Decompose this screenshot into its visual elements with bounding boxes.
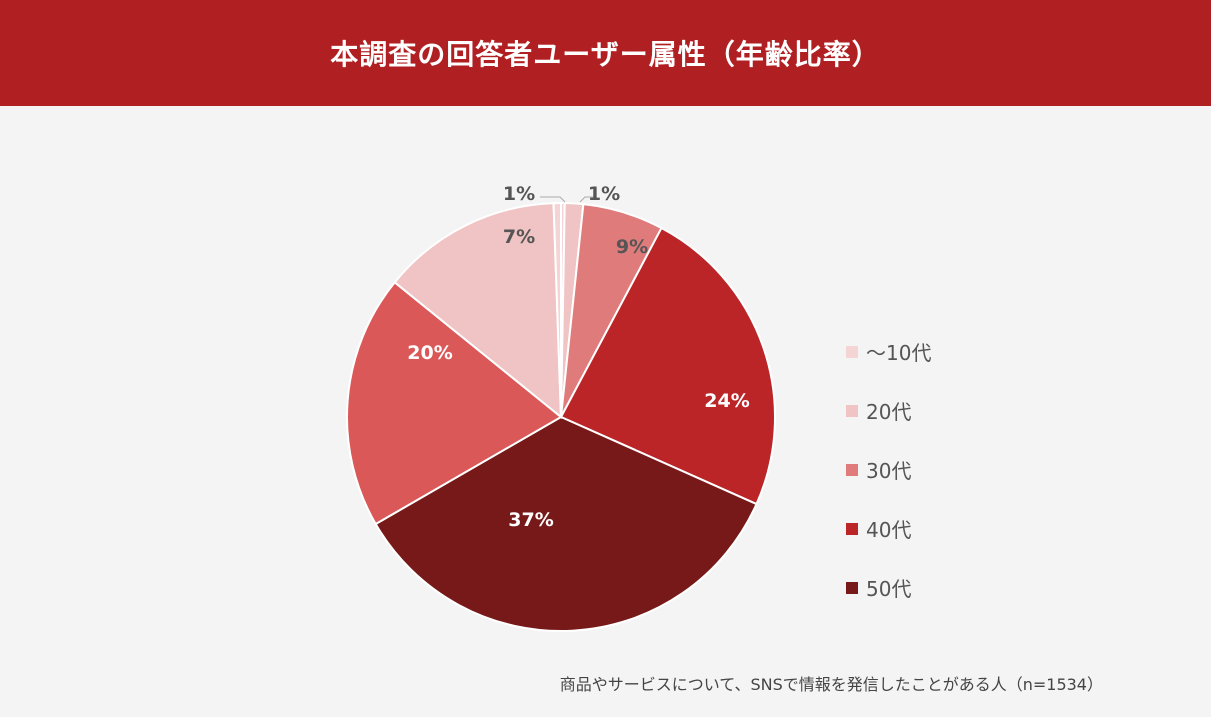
pie-slice	[552, 201, 562, 418]
slice-data-label: 9%	[616, 236, 648, 258]
title-banner: 本調査の回答者ユーザー属性（年齢比率）	[0, 0, 1211, 106]
legend-swatch	[846, 345, 858, 358]
footnote: 商品やサービスについて、SNSで情報を発信したことがある人（n=1534）	[559, 675, 1103, 694]
slice-data-label: 1%	[588, 183, 620, 205]
slice-data-label: 20%	[407, 342, 452, 364]
legend-label: 30代	[866, 459, 912, 483]
legend-item: 20代	[846, 381, 931, 440]
legend-label: 〜10代	[866, 341, 932, 365]
legend-item: 30代	[846, 440, 931, 499]
legend-swatch	[846, 404, 858, 417]
legend-swatch	[846, 581, 858, 594]
legend-item: 50代	[846, 558, 931, 617]
pie-slice	[374, 415, 758, 632]
legend-label: 50代	[866, 577, 912, 601]
legend-item: 〜10代	[846, 322, 931, 381]
slice-data-label: 24%	[704, 390, 749, 412]
chart-title: 本調査の回答者ユーザー属性（年齢比率）	[330, 38, 881, 71]
leader-line	[579, 196, 594, 203]
legend-swatch	[846, 463, 858, 476]
chart-legend: 〜10代 20代 30代 40代 50代	[846, 322, 931, 617]
legend-label: 40代	[866, 518, 912, 542]
legend-item: 40代	[846, 499, 931, 558]
legend-swatch	[846, 522, 858, 535]
legend-label: 20代	[866, 400, 912, 424]
pie-slice	[346, 280, 563, 526]
slice-data-label: 1%	[503, 183, 535, 205]
pie-slice	[559, 226, 776, 506]
leader-line	[540, 196, 566, 203]
slice-data-label: 7%	[503, 226, 535, 248]
slice-data-label: 37%	[508, 509, 553, 531]
pie-chart: 1% 9% 24% 37% 20% 7% 1%	[346, 183, 776, 632]
pie-slice	[393, 202, 563, 420]
